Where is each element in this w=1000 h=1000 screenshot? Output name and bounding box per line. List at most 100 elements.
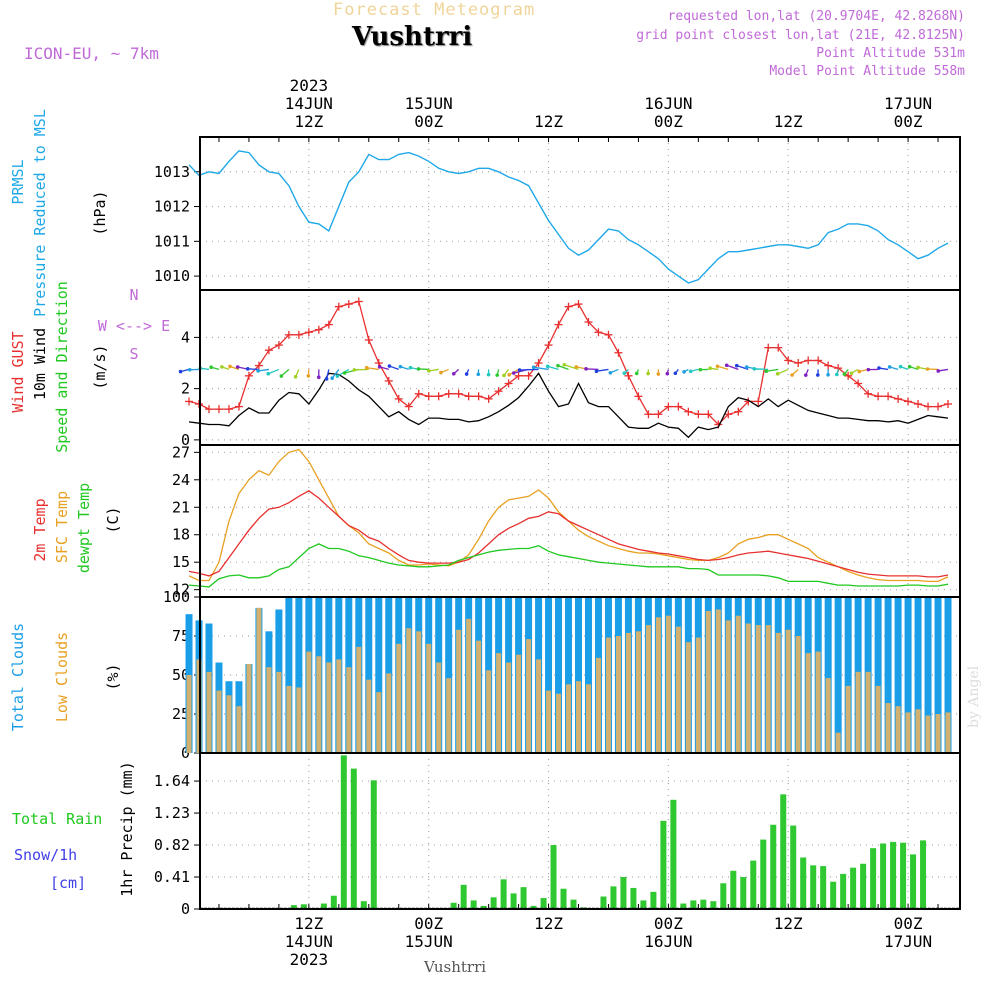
dewpt-label: dewpt Temp [75,483,93,573]
2m-temp-line [188,490,949,578]
low-cloud-bar [536,659,542,753]
wind-direction-arrow [547,365,559,371]
wind-direction-arrow [724,363,729,368]
wind-direction-arrow [826,372,830,377]
wind-direction-arrow [688,369,693,374]
low-cloud-bar [845,685,851,753]
wind-direction-arrow [228,364,232,369]
low-cloud-bar [925,715,931,753]
model-altitude: Model Point Altitude 558m [769,64,965,79]
wind-direction-arrow [306,374,311,378]
time-label-bottom: 16JUN [644,932,692,951]
wind-direction-arrow [682,370,686,374]
wind-direction-arrow [507,372,512,377]
gust-line [188,300,949,426]
y-tick-label: 0 [181,744,190,762]
point-altitude: Point Altitude 531m [816,46,965,61]
wind-direction-arrow [235,365,240,369]
wind-direction-arrow [775,372,780,376]
low-cloud-bar [296,687,302,753]
wind-direction-arrow [256,369,260,373]
wind-direction-arrow [744,365,749,369]
rain-bar [840,873,847,909]
rain-bar [880,843,887,909]
total-cloud-bar [874,597,882,753]
y-tick-label: 15 [172,553,190,571]
wind-direction-arrow [708,366,712,371]
low-cloud-bar [406,628,412,753]
low-cloud-bar [595,657,601,753]
rain-bar [870,848,877,909]
wind-direction-arrow [557,365,569,371]
wind-direction-arrow [754,368,769,371]
wind-direction-arrow [427,369,431,373]
rain-bar [530,905,537,909]
low-cloud-bar [456,629,462,753]
wind-direction-arrow [387,364,392,368]
time-label-top: 00Z [894,112,923,131]
wind-direction-arrow [257,368,269,372]
total-cloud-bar [904,597,912,753]
rain-bar [780,794,787,909]
compass-north: N [129,286,138,304]
rain-bar [630,887,637,909]
wind-direction-arrow [907,364,912,369]
y-tick-label: 1010 [154,267,190,285]
wind-line [188,372,949,439]
low-cloud-bar [915,709,921,753]
low-cloud-bar [386,673,392,753]
low-cloud-bar [685,642,691,753]
y-tick-label: 75 [172,627,190,645]
wind-direction-arrow [596,368,609,372]
wind-direction-arrow [545,364,550,369]
low-cloud-bar [366,679,372,753]
wind-direction-arrow [209,365,213,370]
low-cloud-bar [665,615,671,753]
wind-direction-arrow [531,365,536,370]
wind-direction-arrow [866,367,871,372]
time-label-bottom: 17JUN [884,932,932,951]
rain-bar [290,905,297,909]
low-cloud-bar [895,706,901,753]
time-label-top: 15JUN [405,94,453,113]
y-tick-label: 27 [172,443,190,461]
low-cloud-bar [226,695,232,753]
time-label-bottom: 00Z [654,914,683,933]
wind-direction-arrow [646,371,650,376]
total-cloud-bar [555,597,563,753]
low-cloud-bar [785,629,791,753]
low-cloud-bar [615,636,621,753]
total-cloud-bar [944,597,952,753]
low-cloud-bar [905,712,911,753]
y-tick-label: 1013 [154,163,190,181]
rain-bar [900,842,907,909]
wind-direction-arrow [476,372,481,377]
wind-direction-arrow [178,369,183,374]
wind-direction-arrow [815,373,820,377]
low-cloud-bar [276,671,282,753]
compass-south: S [129,345,138,363]
wind-direction-arrow [766,368,779,372]
wind-direction-arrow [715,364,720,369]
rain-bar [370,780,377,909]
y-tick-label: 24 [172,471,190,489]
low-cloud-bar [725,620,731,753]
rain-bar [830,881,837,909]
total-cloud-bar [565,597,573,753]
low-cloud-bar [336,659,342,753]
wind-direction-arrow [585,368,599,371]
rain-bar [760,839,767,909]
sfc-temp-label: SFC Temp [53,491,71,563]
low-cloud-bar [795,636,801,753]
low-cloud-bar [526,639,532,753]
low-cloud-bar [306,651,312,753]
rain-bar [710,901,717,909]
time-label-top: 12Z [774,112,803,131]
low-cloud-bar [675,626,681,753]
wind-direction-arrow [764,369,769,374]
y-tick-label: 0 [181,431,190,449]
wind-direction-arrow [331,369,340,379]
rain-bar [740,877,747,909]
rain-bar [600,896,607,909]
